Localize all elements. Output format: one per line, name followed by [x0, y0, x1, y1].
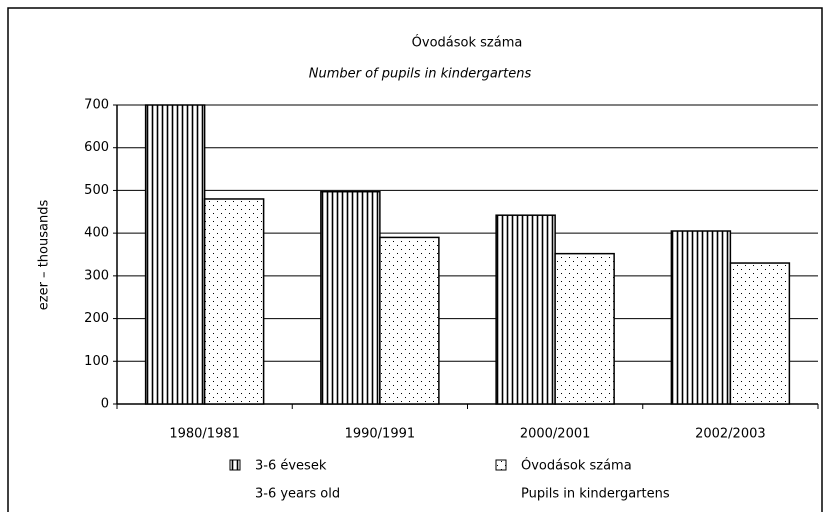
- y-tick-label: 100: [84, 354, 109, 369]
- bar: [379, 236, 440, 405]
- y-axis-label: ezer – thousands: [37, 200, 52, 311]
- bar: [144, 104, 206, 405]
- y-tick-label: 600: [84, 140, 109, 155]
- x-tick-label: 2000/2001: [520, 427, 591, 442]
- legend-label: 3-6 évesek: [255, 459, 327, 474]
- y-tick-label: 700: [84, 98, 109, 113]
- bar: [320, 190, 381, 405]
- legend-label-en: 3-6 years old: [255, 487, 340, 502]
- bar: [495, 214, 556, 405]
- y-tick-label: 200: [84, 311, 109, 326]
- y-tick-label: 300: [84, 268, 109, 283]
- legend-label-en: Pupils in kindergartens: [521, 487, 670, 502]
- legend-swatch: [495, 459, 507, 471]
- x-tick-label: 1980/1981: [169, 427, 240, 442]
- chart-title: Óvodások száma: [412, 35, 523, 51]
- bar: [554, 252, 615, 405]
- legend-label: Óvodások száma: [521, 458, 632, 474]
- y-tick-label: 0: [101, 397, 109, 412]
- bar: [729, 262, 791, 405]
- bar: [670, 230, 732, 405]
- y-tick-label: 500: [84, 183, 109, 198]
- bar: [203, 198, 265, 405]
- y-tick-label: 400: [84, 226, 109, 241]
- chart-subtitle: Number of pupils in kindergartens: [309, 67, 532, 82]
- x-tick-label: 2002/2003: [695, 427, 766, 442]
- legend-swatch: [229, 459, 241, 471]
- frame: [7, 7, 823, 516]
- x-tick-label: 1990/1991: [345, 427, 416, 442]
